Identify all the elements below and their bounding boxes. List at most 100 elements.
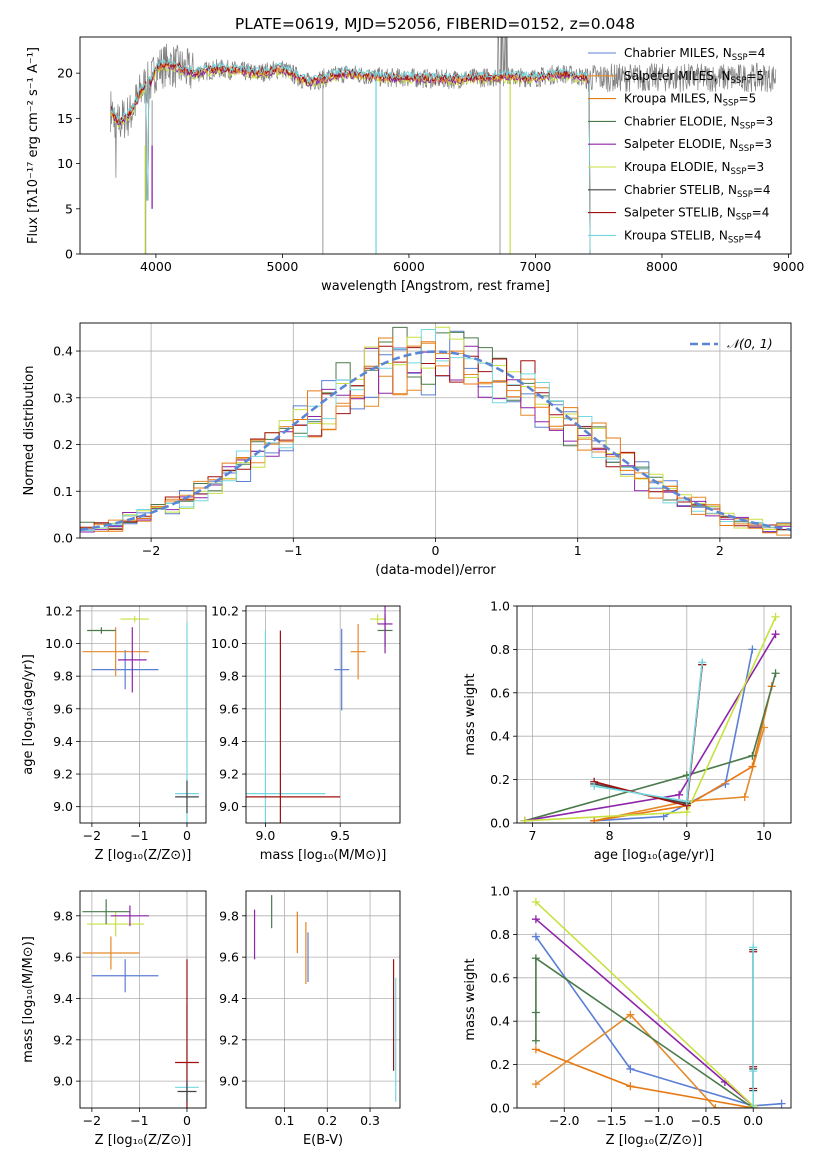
legend-value: =5 [746,69,764,83]
y-axis-label: Flux [fλ10⁻¹⁷ erg cm⁻² s⁻¹ A⁻¹] [26,47,41,244]
x-axis-label: Z [log₁₀(Z/Z⊙)] [95,848,192,863]
legend-value: =4 [744,228,762,242]
series-line [535,901,754,1107]
y-tick-label: 9.6 [219,950,239,965]
legend-value: =5 [739,92,757,106]
series-line [535,956,754,1108]
y-tick-label: 15 [57,111,73,126]
y-tick-label: 10.0 [211,636,239,651]
axes-frame [245,605,401,824]
y-tick-label: 9.4 [219,991,239,1006]
legend-subscript: SSP [740,121,756,131]
legend-entry: Kroupa MILES, NSSP=5 [624,92,756,109]
x-tick-label: −1 [130,828,148,843]
legend-value: =4 [748,46,766,60]
data-point-marker [749,943,758,952]
data-point-marker [626,1010,635,1019]
x-axis-label: Z [log₁₀(Z/Z⊙)] [606,1133,703,1148]
y-tick-label: 9.6 [53,950,73,965]
x-tick-label: 0.0 [743,1113,763,1128]
data-point-marker [531,1080,540,1089]
data-point-marker [531,1036,540,1045]
x-tick-label: 2 [716,543,724,558]
plot-area [246,606,400,823]
x-tick-label: −1.5 [596,1113,626,1128]
y-tick-label: 0.0 [490,1101,510,1116]
x-tick-label: 10 [756,828,772,843]
x-axis-label: Z [log₁₀(Z/Z⊙)] [95,1133,192,1148]
y-axis-label: mass weight [463,673,478,755]
y-tick-label: 10.2 [45,603,73,618]
x-tick-label: 7 [528,828,536,843]
y-tick-label: 9.2 [219,767,239,782]
series-line [524,673,777,822]
legend-value: =3 [754,137,772,151]
y-axis-label: mass [log₁₀(M/M⊙)] [21,936,36,1063]
y-tick-label: 9.4 [219,734,239,749]
data-point-marker [531,915,540,924]
y-tick-label: 9.4 [53,734,73,749]
y-tick-label: 0.6 [490,685,510,700]
x-tick-label: 0.2 [317,1113,337,1128]
model-fit-line [109,60,591,254]
legend-value: =3 [756,114,774,128]
model-fit-line [109,62,591,254]
y-tick-label: 9.2 [53,767,73,782]
x-tick-label: −0.5 [691,1113,721,1128]
data-point-marker [771,669,780,678]
x-tick-label: −2 [83,828,101,843]
y-tick-label: 0.2 [490,1057,510,1072]
y-tick-label: 10 [57,156,73,171]
panel-mass-vs-EBV: 0.1 0.2 0.3 9.0 9.2 9.4 9.6 9.8 E(B-V) [219,890,401,1148]
y-tick-label: 9.8 [53,908,73,923]
y-tick-label: 0.8 [490,927,510,942]
data-point-marker [748,762,757,771]
y-tick-label: 0.0 [490,816,510,831]
histogram-step [80,337,791,534]
axes-frame [79,890,207,1109]
data-point-marker [675,790,684,799]
y-tick-label: 9.2 [53,1032,73,1047]
data-point-marker [682,797,691,806]
x-axis-label: mass [log₁₀(M/M⊙)] [260,848,387,863]
y-tick-label: 0.2 [53,437,73,452]
x-axis-label: age [log₁₀(age/yr)] [594,848,715,863]
data-point-marker [748,645,757,654]
y-tick-label: 9.6 [53,701,73,716]
plot-area [80,891,206,1108]
legend-entry: Salpeter STELIB, NSSP=4 [624,206,769,223]
axes-frame [516,605,792,824]
x-tick-label: 4000 [140,259,172,274]
x-tick-label: 0.1 [275,1113,295,1128]
panels-layer: 4000 5000 6000 7000 8000 900005101520waveleng… [21,36,804,1148]
y-tick-label: 20 [57,66,73,81]
plot-area [517,891,791,1108]
legend-subscript: SSP [728,235,744,245]
y-tick-label: 10.0 [45,636,73,651]
y-tick-label: 0.8 [490,642,510,657]
data-point-marker [777,1099,786,1108]
legend-entry: Salpeter MILES, NSSP=5 [624,69,764,86]
panel-weight-vs-age: 7 8 9 10 0.0 0.2 0.4 0.6 0.8 1.0 age [log₁₀(age/yr… [463,599,792,863]
model-fit-line [109,59,591,254]
legend-entry: Chabrier MILES, NSSP=4 [624,46,765,63]
x-tick-label: −2 [142,543,160,558]
x-tick-label: 6000 [393,259,425,274]
data-point-marker [626,1082,635,1091]
x-axis-label: (data-model)/error [375,563,496,578]
data-point-marker [771,630,780,639]
data-point-marker [531,1045,540,1054]
legend-entry: Chabrier ELODIE, NSSP=3 [624,114,773,131]
histogram-step [80,345,791,530]
y-axis-label: age [log₁₀(age/yr)] [21,654,36,775]
panel-age-vs-mass: 9.0 9.5 9.0 9.2 9.4 9.6 9.8 10.0 10.2 mass [log₁₀… [211,603,401,863]
series-line [594,686,773,822]
x-tick-label: 0 [183,1113,191,1128]
legend-subscript: SSP [731,76,747,86]
data-point-marker [771,612,780,621]
axes-frame [79,605,207,824]
y-tick-label: 9.8 [219,908,239,923]
data-point-marker [711,1104,720,1108]
model-fit-line [110,64,591,254]
